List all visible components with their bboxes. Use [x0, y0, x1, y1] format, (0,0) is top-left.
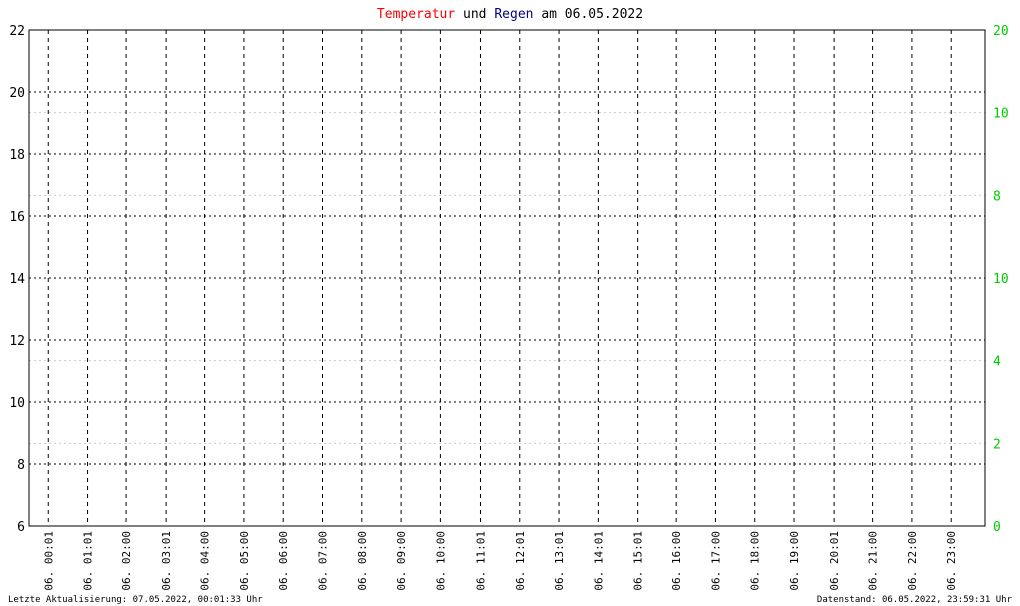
- x-tick-label: 06. 22:00: [906, 531, 919, 591]
- y-tick-label: 16: [9, 210, 25, 225]
- y2-tick-label: 0: [993, 520, 1001, 535]
- title-part: Regen: [494, 7, 533, 22]
- x-tick-label: 06. 15:01: [632, 531, 645, 591]
- x-tick-label: 06. 06:00: [277, 531, 290, 591]
- x-tick-label: 06. 03:01: [160, 531, 173, 591]
- y-tick-label: 18: [9, 148, 25, 163]
- x-tick-label: 06. 09:00: [395, 531, 408, 591]
- y2-tick-label: 10: [993, 107, 1009, 122]
- y-tick-label: 8: [17, 458, 25, 473]
- x-tick-label: 06. 12:01: [514, 531, 527, 591]
- x-tick-label: 06. 11:01: [474, 531, 487, 591]
- x-tick-label: 06. 01:01: [82, 531, 95, 591]
- x-tick-label: 06. 00:01: [42, 531, 55, 591]
- x-tick-label: 06. 18:00: [749, 531, 762, 591]
- x-tick-label: 06. 16:00: [670, 531, 683, 591]
- y-tick-label: 20: [9, 86, 25, 101]
- x-tick-label: 06. 05:00: [238, 531, 251, 591]
- x-tick-label: 06. 23:00: [945, 531, 958, 591]
- x-tick-label: 06. 07:00: [317, 531, 330, 591]
- x-tick-label: 06. 02:00: [120, 531, 133, 591]
- footer-left: Letzte Aktualisierung: 07.05.2022, 00:01…: [8, 595, 263, 605]
- x-tick-label: 06. 19:00: [788, 531, 801, 591]
- y-tick-label: 14: [9, 272, 25, 287]
- y2-tick-label: 20: [993, 24, 1009, 39]
- title-part: Temperatur: [377, 7, 455, 22]
- title-part: und: [463, 7, 486, 22]
- chart-title: Temperatur und Regen am 06.05.2022: [377, 7, 643, 22]
- y2-tick-label: 4: [993, 355, 1001, 370]
- title-part: am 06.05.2022: [541, 7, 643, 22]
- x-tick-label: 06. 10:00: [434, 531, 447, 591]
- x-tick-label: 06. 04:00: [199, 531, 212, 591]
- x-tick-label: 06. 08:00: [356, 531, 369, 591]
- x-tick-label: 06. 14:01: [592, 531, 605, 591]
- y2-tick-label: 2: [993, 437, 1001, 452]
- y-tick-label: 6: [17, 520, 25, 535]
- plot-frame: [28, 29, 986, 527]
- y2-tick-label: 8: [993, 189, 1001, 204]
- y-tick-label: 12: [9, 334, 25, 349]
- x-tick-label: 06. 13:01: [553, 531, 566, 591]
- y2-tick-label: 10: [993, 272, 1009, 287]
- footer-right: Datenstand: 06.05.2022, 23:59:31 Uhr: [817, 595, 1013, 605]
- x-tick-label: 06. 20:01: [828, 531, 841, 591]
- x-tick-label: 06. 21:00: [867, 531, 880, 591]
- y-tick-label: 10: [9, 396, 25, 411]
- y-tick-label: 22: [9, 24, 25, 39]
- x-tick-label: 06. 17:00: [709, 531, 722, 591]
